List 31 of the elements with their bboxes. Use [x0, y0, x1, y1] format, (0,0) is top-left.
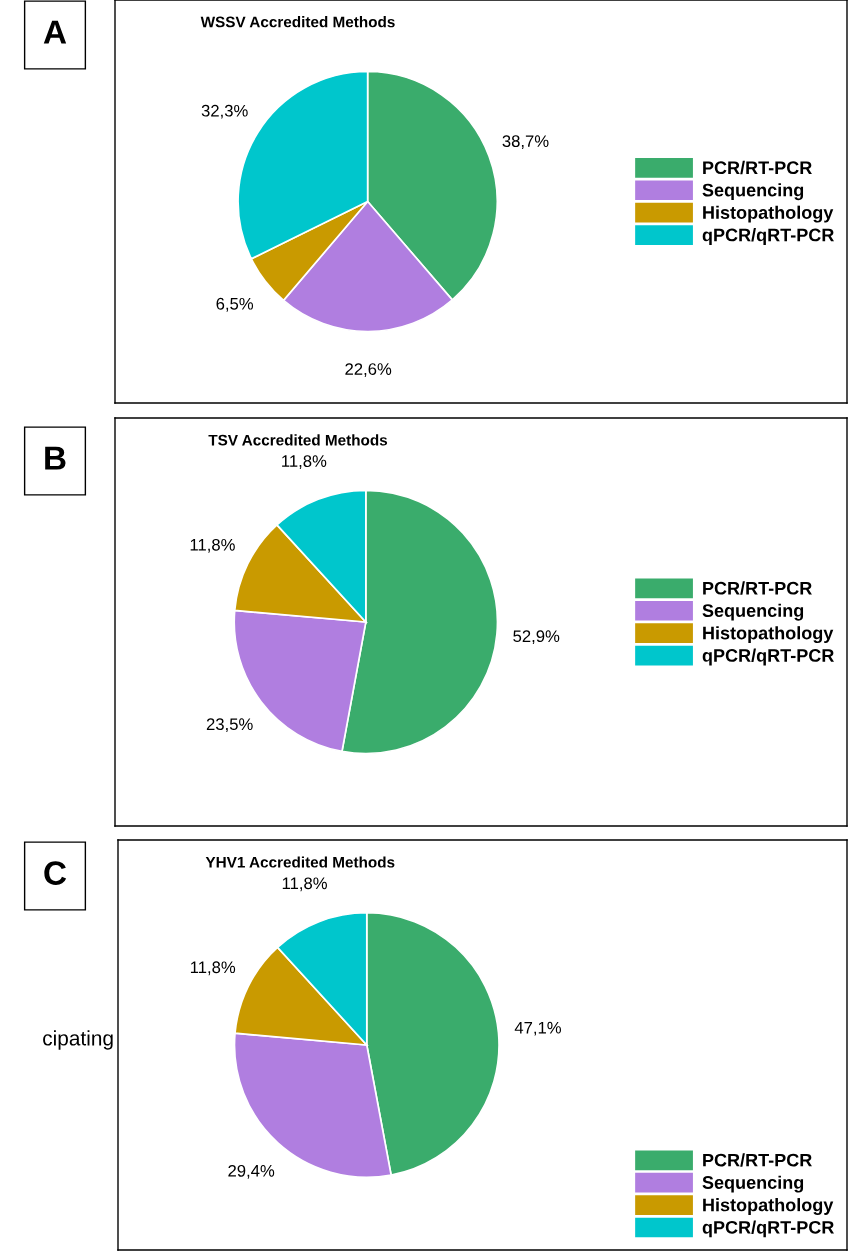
legend-label: PCR/RT-PCR: [703, 581, 812, 595]
legend-label: PCR/RT-PCR: [703, 1153, 812, 1167]
legend-label: qPCR/qRT-PCR: [702, 648, 834, 666]
chart-title: WSSV Accredited Methods: [200, 16, 395, 28]
chart-title: TSV Accredited Methods: [208, 434, 388, 446]
data-label: 11,8%: [190, 538, 235, 553]
data-label: 11,8%: [282, 455, 327, 469]
text: cipating: [43, 1030, 113, 1050]
data-label: 32,3%: [201, 104, 248, 119]
data-label: 52,9%: [513, 630, 560, 645]
data-label: 29,4%: [228, 1164, 275, 1179]
text: A: [43, 20, 67, 44]
data-label: 6,5%: [216, 297, 254, 312]
legend-label: qPCR/qRT-PCR: [702, 228, 834, 245]
data-label: 47,1%: [514, 1021, 562, 1036]
legend-label: PCR/RT-PCR: [703, 160, 812, 175]
data-label: 11,8%: [282, 877, 327, 892]
legend-label: Sequencing: [702, 1175, 804, 1193]
data-label: 23,5%: [206, 718, 253, 733]
legend-label: Histopathology: [703, 205, 834, 223]
data-label: 22,6%: [345, 363, 392, 377]
data-label: 38,7%: [502, 135, 549, 150]
legend-label: Sequencing: [702, 183, 804, 201]
legend-label: Sequencing: [702, 603, 804, 621]
text: C: [44, 861, 67, 885]
legend-label: Histopathology: [703, 626, 834, 644]
chart-title: YHV1 Accredited Methods: [205, 856, 395, 868]
legend-label: Histopathology: [703, 1198, 834, 1215]
legend-label: qPCR/qRT-PCR: [702, 1220, 834, 1238]
data-label: 11,8%: [190, 961, 236, 976]
text: B: [45, 446, 66, 470]
